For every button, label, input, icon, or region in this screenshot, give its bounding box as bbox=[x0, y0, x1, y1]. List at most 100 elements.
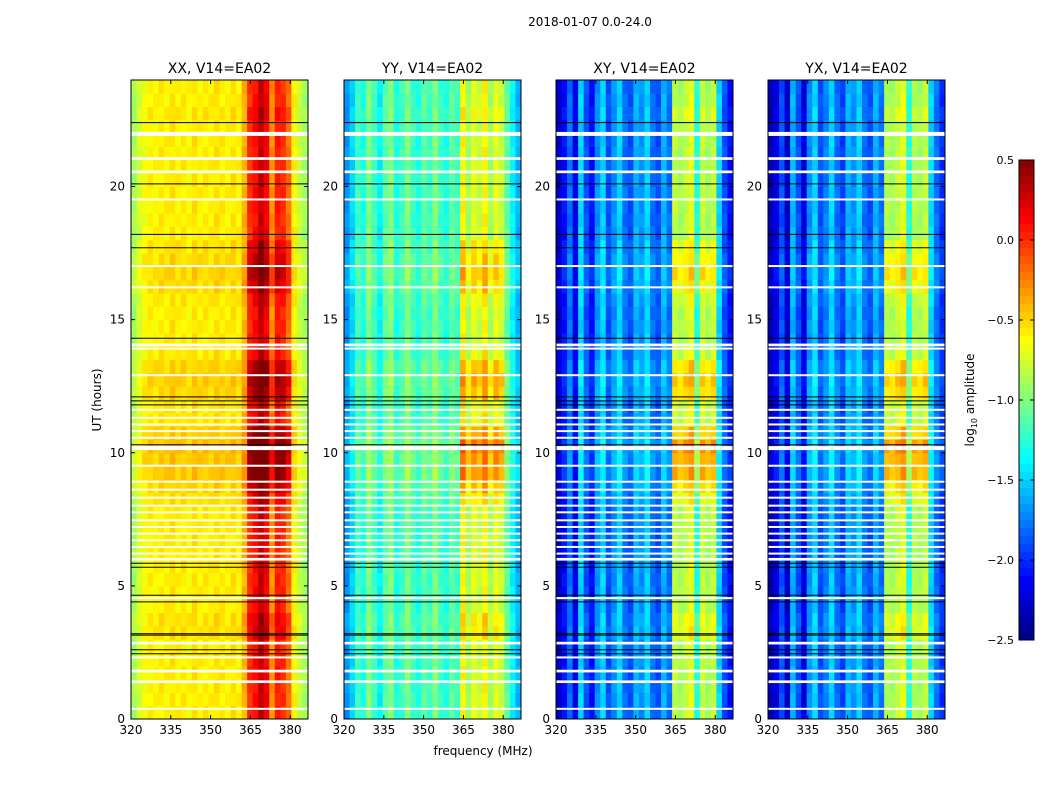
heatmap-cell bbox=[589, 306, 596, 321]
heatmap-cell bbox=[142, 266, 149, 281]
heatmap-cell bbox=[202, 186, 209, 201]
heatmap-cell bbox=[421, 213, 428, 227]
heatmap-cell bbox=[252, 253, 259, 267]
heatmap-cell bbox=[561, 293, 568, 307]
heatmap-cell bbox=[683, 559, 690, 574]
heatmap-cell bbox=[465, 226, 472, 241]
flagged-gap bbox=[556, 532, 733, 535]
heatmap-cell bbox=[699, 80, 706, 94]
heatmap-cell bbox=[219, 426, 226, 440]
heatmap-cell bbox=[164, 332, 171, 347]
heatmap-cell bbox=[296, 80, 303, 94]
heatmap-cell bbox=[355, 226, 362, 241]
heatmap-cell bbox=[415, 93, 422, 108]
heatmap-cell bbox=[589, 426, 596, 440]
heatmap-cell bbox=[622, 652, 629, 667]
heatmap-cell bbox=[153, 386, 160, 400]
heatmap-cell bbox=[371, 80, 378, 94]
heatmap-cell bbox=[426, 679, 433, 693]
y-tick-label: 20 bbox=[535, 180, 550, 194]
heatmap-cell bbox=[241, 426, 248, 440]
heatmap-cell bbox=[421, 452, 428, 467]
heatmap-cell bbox=[371, 186, 378, 201]
heatmap-cell bbox=[694, 199, 701, 214]
heatmap-cell bbox=[705, 479, 712, 494]
flagged-gap bbox=[344, 430, 521, 433]
heatmap-cell bbox=[252, 173, 259, 187]
heatmap-cell bbox=[191, 226, 198, 241]
heatmap-cell bbox=[219, 239, 226, 254]
heatmap-cell bbox=[616, 359, 623, 374]
heatmap-cell bbox=[622, 106, 629, 121]
heatmap-cell bbox=[611, 372, 618, 387]
heatmap-cell bbox=[716, 186, 723, 201]
heatmap-cell bbox=[583, 293, 590, 307]
heatmap-cell bbox=[605, 466, 612, 480]
heatmap-cell bbox=[498, 372, 505, 387]
heatmap-cell bbox=[296, 599, 303, 613]
heatmap-cell bbox=[493, 146, 500, 161]
heatmap-cell bbox=[197, 239, 204, 254]
heatmap-cell bbox=[716, 159, 723, 174]
heatmap-cell bbox=[460, 665, 467, 680]
heatmap-cell bbox=[572, 186, 579, 201]
heatmap-cell bbox=[202, 679, 209, 693]
heatmap-cell bbox=[710, 253, 717, 267]
heatmap-cell bbox=[197, 705, 204, 720]
heatmap-cell bbox=[180, 253, 187, 267]
heatmap-cell bbox=[175, 452, 182, 467]
heatmap-cell bbox=[158, 452, 165, 467]
heatmap-cell bbox=[487, 159, 494, 174]
heatmap-cell bbox=[622, 679, 629, 693]
heatmap-cell bbox=[561, 612, 568, 627]
heatmap-cell bbox=[269, 399, 276, 414]
heatmap-cell bbox=[225, 386, 232, 400]
heatmap-cell bbox=[169, 186, 176, 201]
heatmap-cell bbox=[404, 226, 411, 241]
heatmap-cell bbox=[280, 319, 287, 334]
heatmap-cell bbox=[600, 186, 607, 201]
heatmap-cell bbox=[269, 199, 276, 214]
heatmap-cell bbox=[438, 119, 445, 134]
heatmap-cell bbox=[683, 466, 690, 480]
heatmap-cell bbox=[230, 559, 237, 574]
heatmap-cell bbox=[644, 426, 651, 440]
heatmap-cell bbox=[302, 652, 309, 667]
heatmap-cell bbox=[344, 359, 351, 374]
heatmap-cell bbox=[236, 80, 243, 94]
heatmap-cell bbox=[688, 253, 695, 267]
heatmap-cell bbox=[136, 426, 143, 440]
y-tick-label: 10 bbox=[110, 446, 125, 460]
heatmap-cell bbox=[344, 80, 351, 94]
heatmap-cell bbox=[727, 106, 734, 121]
heatmap-cell bbox=[721, 625, 728, 640]
heatmap-cell bbox=[191, 186, 198, 201]
heatmap-cell bbox=[476, 412, 483, 427]
heatmap-cell bbox=[768, 652, 775, 667]
heatmap-cell bbox=[366, 412, 373, 427]
heatmap-cell bbox=[225, 80, 232, 94]
heatmap-cell bbox=[471, 266, 478, 281]
heatmap-cell bbox=[589, 492, 596, 507]
heatmap-cell bbox=[202, 93, 209, 108]
heatmap-cell bbox=[164, 639, 171, 653]
heatmap-cell bbox=[666, 426, 673, 440]
heatmap-cell bbox=[515, 372, 522, 387]
heatmap-cell bbox=[677, 306, 684, 321]
heatmap-cell bbox=[280, 452, 287, 467]
heatmap-cell bbox=[594, 306, 601, 321]
y-tick-label: 15 bbox=[110, 313, 125, 327]
heatmap-cell bbox=[202, 492, 209, 507]
heatmap-cell bbox=[454, 253, 461, 267]
heatmap-cell bbox=[460, 559, 467, 574]
heatmap-cell bbox=[142, 426, 149, 440]
heatmap-cell bbox=[487, 332, 494, 347]
heatmap-cell bbox=[688, 133, 695, 148]
heatmap-cell bbox=[280, 173, 287, 187]
heatmap-cell bbox=[349, 412, 356, 427]
heatmap-cell bbox=[600, 346, 607, 361]
heatmap-cell bbox=[349, 346, 356, 361]
heatmap-cell bbox=[443, 306, 450, 321]
heatmap-cell bbox=[856, 692, 863, 707]
heatmap-cell bbox=[296, 466, 303, 480]
